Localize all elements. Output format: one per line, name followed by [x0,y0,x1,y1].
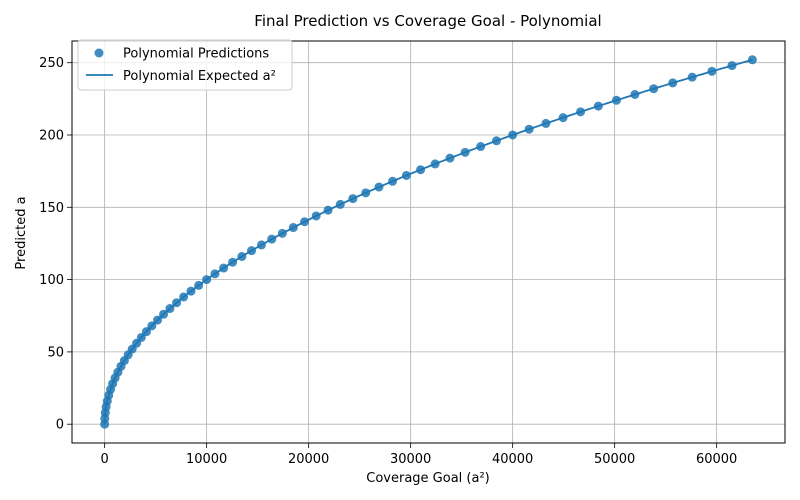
prediction-point [687,72,697,82]
prediction-point [524,124,534,134]
prediction-point [267,234,277,244]
prediction-point [611,95,621,105]
prediction-point [374,182,384,192]
prediction-point [288,223,298,233]
prediction-point [430,159,440,169]
prediction-point [247,246,257,256]
prediction-point [388,176,398,186]
plot-frame [71,40,786,444]
x-axis-label: Coverage Goal (a²) [366,471,489,486]
x-tick-label: 30000 [390,452,431,467]
y-tick-label: 250 [39,56,64,71]
points-layer [100,55,757,429]
prediction-point [141,327,151,337]
prediction-point [153,315,163,325]
prediction-point [202,275,212,285]
prediction-point [727,61,737,71]
prediction-point [256,240,266,250]
y-tick-label: 150 [39,201,64,216]
prediction-point [593,101,603,111]
prediction-point [630,90,640,100]
prediction-point [460,147,470,157]
legend-marker-predictions [94,48,104,58]
prediction-point [237,251,247,261]
x-tick-label: 40000 [492,452,533,467]
prediction-point [401,170,411,180]
prediction-point [194,280,204,290]
y-tick-label: 50 [47,345,64,360]
prediction-point [147,321,157,331]
x-tick-label: 0 [101,452,109,467]
y-tick-label: 100 [39,273,64,288]
prediction-point [219,263,229,273]
prediction-point [576,107,586,117]
x-tick-label: 50000 [594,452,635,467]
prediction-point [277,228,287,238]
y-tick-label: 200 [39,128,64,143]
prediction-point [348,194,358,204]
prediction-point [491,136,501,146]
prediction-point [300,217,310,227]
prediction-point [323,205,333,215]
y-axis-ticks: 0 50 100 150 200 250 [39,56,72,433]
prediction-point [508,130,518,140]
y-axis-label: Predicted a [14,196,29,269]
prediction-point [172,298,182,308]
prediction-point [335,199,345,209]
x-tick-label: 10000 [186,452,227,467]
legend: Polynomial Predictions Polynomial Expect… [77,39,293,91]
prediction-point [707,66,717,76]
x-axis-ticks: 0 10000 20000 30000 40000 50000 60000 [101,443,737,467]
prediction-point [416,165,426,175]
prediction-point [649,84,659,94]
prediction-point [445,153,455,163]
x-tick-label: 60000 [696,452,737,467]
prediction-point [311,211,321,221]
prediction-point [136,332,146,342]
x-tick-label: 20000 [288,452,329,467]
prediction-point [159,309,169,319]
grid-layer [72,41,785,443]
prediction-point [668,78,678,88]
prediction-point [476,142,486,152]
prediction-point [361,188,371,198]
prediction-point [210,269,220,279]
y-tick-label: 0 [56,418,64,433]
legend-label-expected: Polynomial Expected a² [123,69,276,84]
prediction-point [558,113,568,123]
legend-label-predictions: Polynomial Predictions [123,47,269,62]
prediction-point [165,304,175,314]
prediction-point [541,118,551,128]
legend-box [77,39,293,91]
chart-title: Final Prediction vs Coverage Goal - Poly… [254,12,601,30]
prediction-point [179,292,189,302]
prediction-point [747,55,757,65]
prediction-point [228,257,238,267]
prediction-point [186,286,196,296]
